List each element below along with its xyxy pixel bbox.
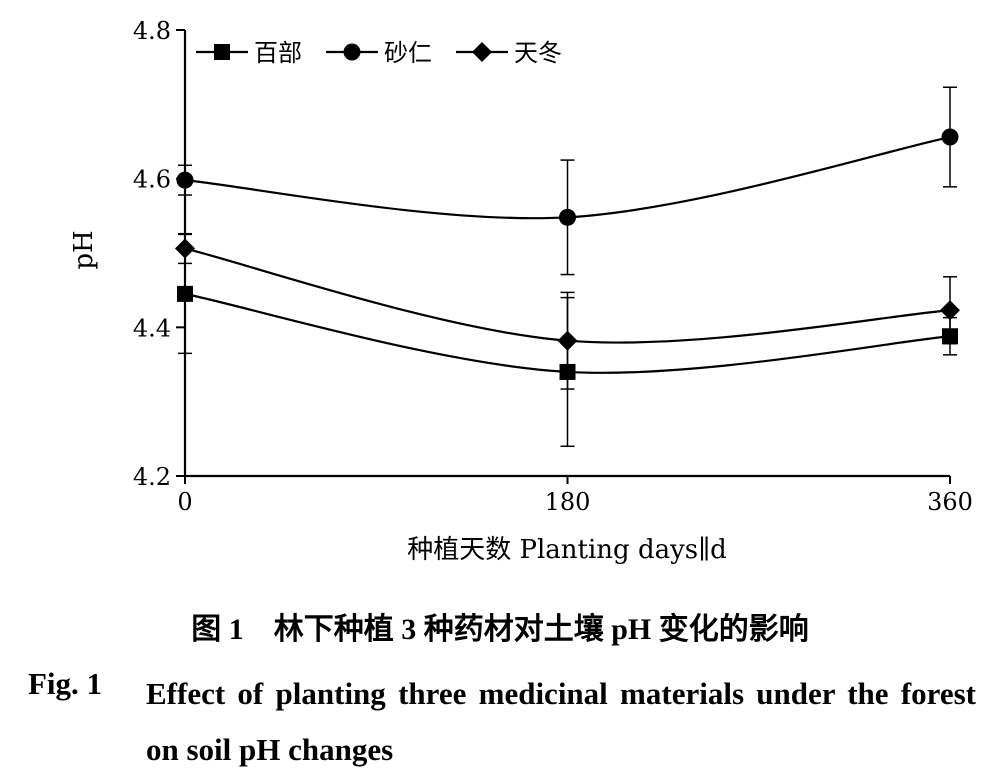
legend-label: 天冬 [514,39,562,67]
figure-caption-chinese: 图 1 林下种植 3 种药材对土壤 pH 变化的影响 [191,613,809,646]
error-bars [178,86,957,448]
y-tick-label: 4.6 [133,166,171,194]
legend-item: 砂仁 [326,39,432,67]
legend: 百部 砂仁 天冬 [196,39,562,67]
data-point [940,300,960,321]
x-tick-label: 360 [927,488,973,516]
legend-marker [472,42,492,62]
data-point [557,330,578,351]
x-tick-label: 0 [177,488,192,516]
data-point [559,363,576,380]
legend-marker [214,44,230,60]
y-tick-label: 4.8 [133,17,171,45]
ticks: 4.2 4.4 4.6 4.8 0 180 360 [133,17,973,516]
legend-label: 百部 [254,39,302,67]
y-tick-label: 4.2 [133,463,171,491]
x-tick-label: 180 [545,488,591,516]
x-axis-label: 种植天数 Planting days∥d [407,535,727,565]
legend-item: 百部 [196,39,302,67]
legend-marker [343,43,361,61]
figure-caption-english-text: Effect of planting three medicinal mater… [146,676,976,767]
data-point [559,208,576,226]
y-tick-label: 4.4 [133,314,171,342]
figure-caption-english-label: Fig. 1 [28,666,103,701]
legend-item: 天冬 [456,39,562,67]
data-point [941,128,959,146]
y-axis-label: pH [69,230,99,269]
data-point [942,328,958,345]
legend-label: 砂仁 [384,39,432,67]
chart: 4.2 4.4 4.6 4.8 0 180 360 百部 砂仁 天冬 种植天数 Planting… [69,17,973,565]
